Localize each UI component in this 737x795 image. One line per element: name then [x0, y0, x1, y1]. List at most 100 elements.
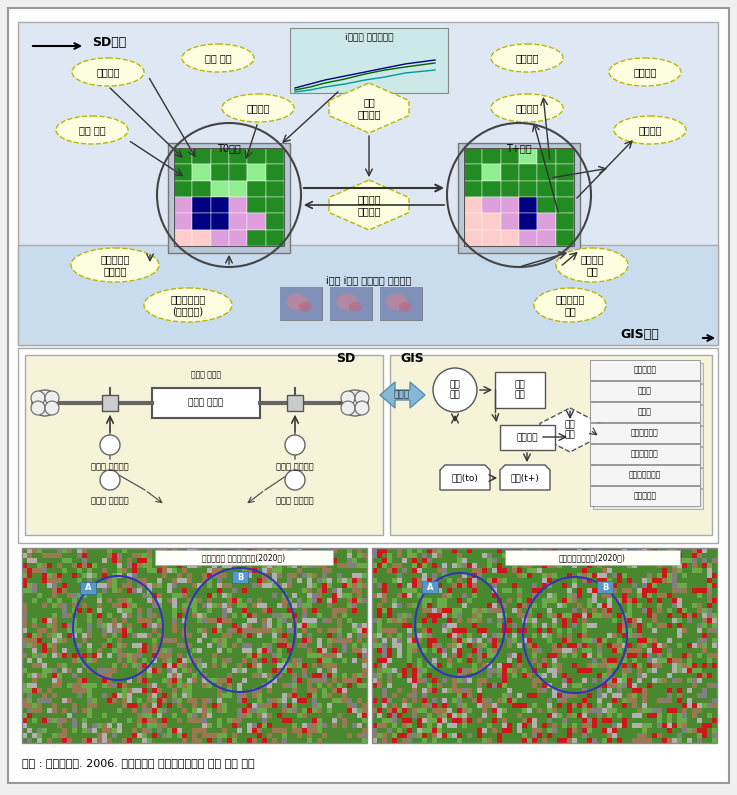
Bar [232, 683, 237, 688]
Bar [502, 563, 507, 568]
Bar [87, 573, 92, 578]
Bar [277, 638, 282, 643]
Bar [142, 568, 147, 573]
Bar [507, 568, 512, 573]
Bar [500, 180, 519, 197]
Bar [442, 583, 447, 588]
Bar [82, 733, 87, 738]
Bar [212, 608, 217, 613]
Bar [567, 603, 572, 608]
Bar [327, 583, 332, 588]
Bar [577, 658, 582, 663]
Bar [312, 603, 317, 608]
Bar [437, 548, 442, 553]
Bar [547, 693, 552, 698]
Bar [567, 703, 572, 708]
Bar [392, 608, 397, 613]
Bar [157, 688, 162, 693]
Bar [382, 578, 387, 583]
Bar [102, 603, 107, 608]
Bar [212, 648, 217, 653]
Bar [522, 618, 527, 623]
Bar [212, 678, 217, 683]
Bar [207, 673, 212, 678]
Bar [442, 688, 447, 693]
Bar [537, 643, 542, 648]
Bar [522, 628, 527, 633]
Bar [252, 693, 257, 698]
Bar [702, 638, 707, 643]
Bar [297, 708, 302, 713]
Bar [357, 593, 362, 598]
Bar [167, 638, 172, 643]
Bar [82, 673, 87, 678]
Bar [432, 668, 437, 673]
Bar [27, 588, 32, 593]
Bar [62, 738, 67, 743]
Bar [227, 598, 232, 603]
Bar [637, 698, 642, 703]
Bar [237, 593, 242, 598]
Bar [177, 713, 182, 718]
Bar [527, 678, 532, 683]
Bar [672, 568, 677, 573]
Bar [347, 713, 352, 718]
Bar [712, 568, 717, 573]
Bar [352, 573, 357, 578]
Bar [607, 673, 612, 678]
Bar [132, 548, 137, 553]
Bar [232, 571, 248, 583]
Bar [517, 623, 522, 628]
Bar [242, 603, 247, 608]
Bar [422, 658, 427, 663]
Bar [492, 643, 497, 648]
Bar [607, 698, 612, 703]
Bar [352, 563, 357, 568]
Bar [612, 613, 617, 618]
Bar [377, 613, 382, 618]
Bar [211, 213, 229, 230]
Bar [462, 578, 467, 583]
Bar [427, 658, 432, 663]
Bar [202, 568, 207, 573]
Bar [672, 583, 677, 588]
Bar [587, 723, 592, 728]
Bar [677, 553, 682, 558]
Bar [222, 548, 227, 553]
Bar [492, 648, 497, 653]
Bar [102, 653, 107, 658]
Bar [447, 718, 452, 723]
Bar [657, 663, 662, 668]
Bar [487, 558, 492, 563]
Bar [257, 663, 262, 668]
Bar [192, 643, 197, 648]
Bar [427, 563, 432, 568]
Bar [292, 648, 297, 653]
Bar [32, 623, 37, 628]
Bar [87, 728, 92, 733]
Bar [292, 618, 297, 623]
Bar [272, 633, 277, 638]
Bar [287, 663, 292, 668]
Bar [112, 578, 117, 583]
Bar [632, 678, 637, 683]
Bar [457, 713, 462, 718]
Bar [547, 658, 552, 663]
Bar [162, 698, 167, 703]
Bar [242, 658, 247, 663]
Bar [442, 738, 447, 743]
Bar [162, 708, 167, 713]
Bar [62, 643, 67, 648]
Bar [612, 563, 617, 568]
Bar [82, 723, 87, 728]
Bar [227, 658, 232, 663]
Bar [342, 668, 347, 673]
Bar [497, 613, 502, 618]
Bar [217, 583, 222, 588]
Bar [337, 613, 342, 618]
Bar [207, 658, 212, 663]
Bar [152, 553, 157, 558]
Bar [377, 663, 382, 668]
Bar [702, 618, 707, 623]
Bar [232, 733, 237, 738]
